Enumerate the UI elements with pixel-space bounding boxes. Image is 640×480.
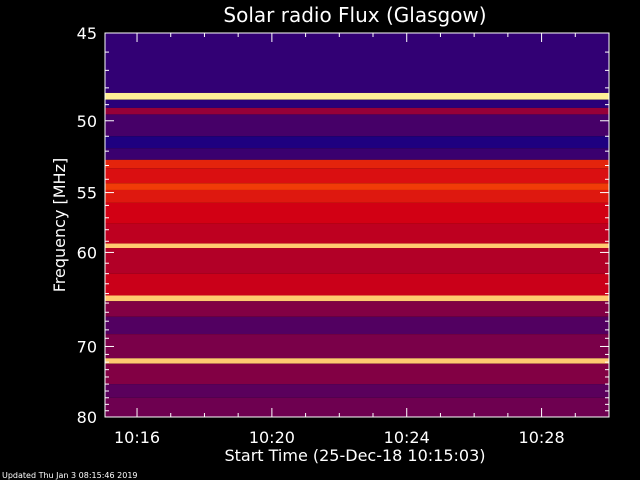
x-tick-label: 10:24 xyxy=(384,428,430,447)
spectrum-band-9 xyxy=(105,183,609,190)
spectrum-band-16 xyxy=(105,295,609,302)
x-tick-label: 10:28 xyxy=(519,428,565,447)
spectrum-band-2 xyxy=(105,99,609,108)
spectrum-band-11 xyxy=(105,202,609,224)
spectrum-band-1 xyxy=(105,92,609,100)
y-tick-label: 70 xyxy=(77,337,97,356)
spectrum-band-4 xyxy=(105,114,609,137)
spectrum-band-5 xyxy=(105,136,609,149)
spectrum-band-10 xyxy=(105,189,609,203)
spectrum-band-21 xyxy=(105,363,609,385)
axis-ticks: 45 50 55 60 70 80 10:16 10:20 10:24 10:28 xyxy=(77,24,609,447)
spectrum-band-20 xyxy=(105,358,609,364)
plot-frame xyxy=(104,32,610,418)
spectrum-band-23 xyxy=(105,397,609,417)
x-tick-label: 10:16 xyxy=(114,428,160,447)
spectrum-band-7 xyxy=(105,159,609,169)
spectrum-band-8 xyxy=(105,168,609,184)
y-tick-label: 80 xyxy=(77,408,97,427)
updated-timestamp: Updated Thu Jan 3 08:15:46 2019 xyxy=(2,471,138,480)
y-tick-label: 55 xyxy=(77,184,97,203)
chart-title: Solar radio Flux (Glasgow) xyxy=(223,3,486,27)
y-tick-label: 45 xyxy=(77,24,97,43)
spectrum-band-14 xyxy=(105,248,609,274)
y-tick-label: 50 xyxy=(77,112,97,131)
spectrum-band-0 xyxy=(105,33,609,93)
spectrum-band-19 xyxy=(105,334,609,359)
spectrum-band-17 xyxy=(105,301,609,317)
plot-area xyxy=(105,33,609,417)
spectrum-band-6 xyxy=(105,148,609,160)
spectrum-band-15 xyxy=(105,273,609,296)
x-axis-label: Start Time (25-Dec-18 10:15:03) xyxy=(224,446,485,465)
spectrum-band-12 xyxy=(105,223,609,244)
spectrum-band-3 xyxy=(105,107,609,115)
spectrum-band-22 xyxy=(105,384,609,398)
spectrum-band-18 xyxy=(105,316,609,335)
y-tick-label: 60 xyxy=(77,243,97,262)
y-axis-label: Frequency [MHz] xyxy=(50,158,69,292)
x-tick-label: 10:20 xyxy=(249,428,295,447)
spectrum-band-13 xyxy=(105,243,609,249)
